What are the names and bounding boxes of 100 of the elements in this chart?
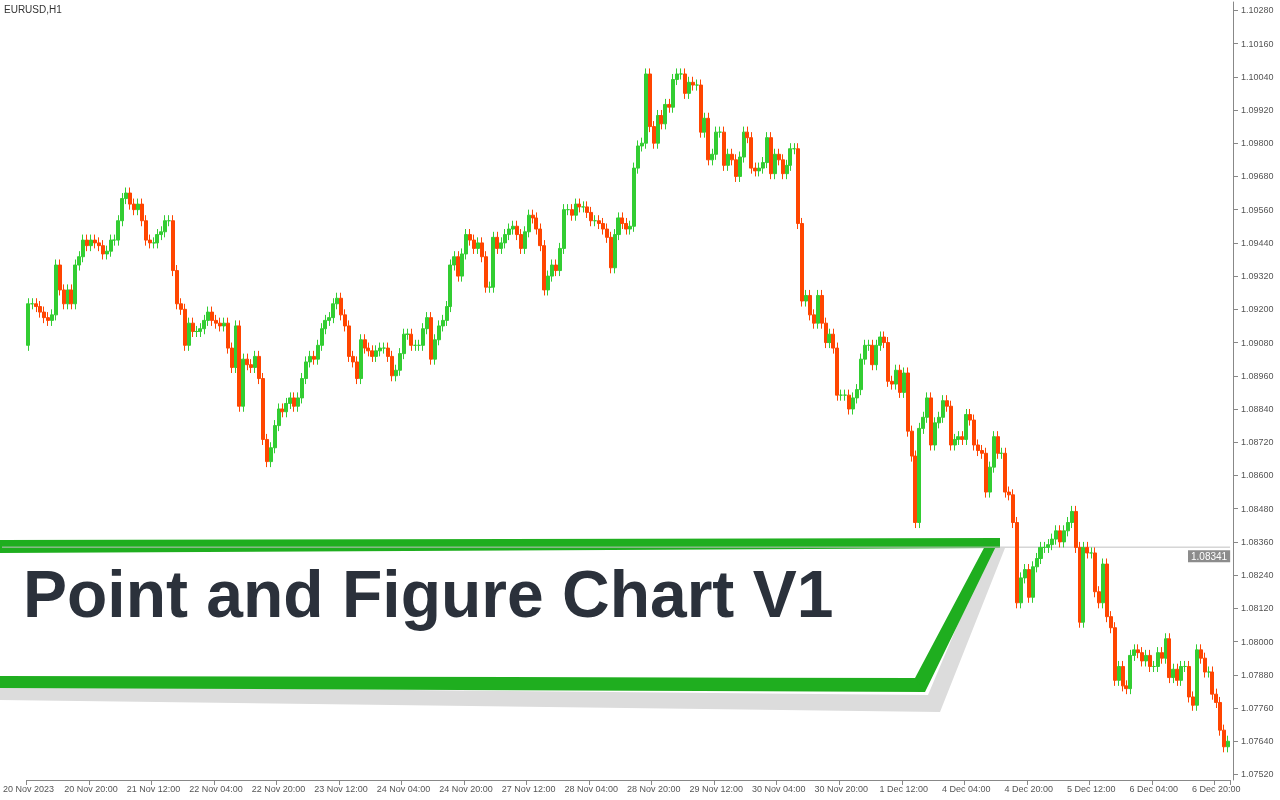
- candlestick: [93, 234, 97, 249]
- candlestick: [1144, 649, 1148, 667]
- candlestick: [249, 358, 253, 374]
- candlestick: [827, 328, 832, 349]
- y-tick-label: 1.08600: [1241, 470, 1274, 481]
- candlestick: [706, 112, 710, 166]
- candlestick: [355, 355, 359, 385]
- candlestick: [667, 98, 671, 114]
- y-tick-label: 1.09680: [1241, 171, 1274, 182]
- candlestick: [1046, 538, 1050, 554]
- x-tick-label: 21 Nov 12:00: [126, 783, 181, 794]
- x-tick-label: 22 Nov 20:00: [251, 783, 306, 794]
- candlestick: [773, 148, 777, 180]
- candlestick: [953, 433, 957, 452]
- candlestick: [699, 79, 703, 139]
- text: Point and Figure Chart V1: [23, 557, 834, 631]
- candlestick: [1195, 643, 1199, 712]
- candlestick: [136, 198, 140, 216]
- candlestick: [210, 306, 214, 327]
- x-tick-label: 5 Dec 12:00: [1067, 783, 1116, 794]
- x-tick-label: 20 Nov 20:00: [64, 783, 118, 794]
- candlestick: [964, 408, 968, 446]
- x-tick-label: 30 Nov 04:00: [751, 783, 806, 794]
- candlestick: [163, 214, 167, 238]
- candlestick: [898, 364, 902, 399]
- x-tick-label: 30 Nov 20:00: [814, 783, 868, 794]
- candlestick: [128, 187, 132, 211]
- candlestick: [456, 250, 460, 283]
- candlestick: [996, 430, 1000, 460]
- candlestick: [816, 289, 820, 330]
- candlestick: [374, 344, 378, 363]
- candlestick: [292, 391, 296, 413]
- y-tick-label: 1.09320: [1241, 271, 1274, 282]
- candlestick: [984, 447, 988, 499]
- candlestick: [495, 231, 499, 255]
- ref-line-label: 1.08341: [1191, 550, 1228, 562]
- candlestick: [1101, 558, 1105, 609]
- candlestick: [491, 231, 495, 294]
- candlestick: [933, 416, 937, 452]
- candlestick: [683, 67, 687, 100]
- candlestick: [194, 325, 199, 338]
- candlestick: [656, 109, 660, 150]
- x-tick-label: 27 Nov 12:00: [501, 783, 556, 794]
- candlestick: [781, 153, 785, 180]
- candlestick: [218, 317, 222, 332]
- x-tick-label: 20 Nov 2023: [2, 783, 54, 794]
- candlestick: [726, 148, 730, 172]
- y-tick-label: 1.08480: [1241, 503, 1274, 514]
- x-tick-label: 28 Nov 20:00: [626, 783, 681, 794]
- candlestick: [101, 239, 105, 260]
- candlestick: [769, 131, 773, 180]
- candlestick: [574, 198, 578, 222]
- candlestick: [941, 394, 945, 424]
- candlestick: [1226, 735, 1230, 753]
- x-tick-label: 4 Dec 20:00: [1004, 783, 1054, 794]
- candlestick: [26, 297, 30, 352]
- candlestick: [1089, 546, 1093, 560]
- candlestick: [1171, 663, 1175, 684]
- y-tick-label: 1.08840: [1241, 404, 1274, 414]
- candlestick: [1054, 524, 1058, 546]
- candlestick: [960, 430, 964, 446]
- candlestick: [1148, 649, 1152, 673]
- candlestick: [894, 364, 898, 391]
- x-tick-label: 24 Nov 20:00: [439, 783, 493, 794]
- y-tick-label: 1.07880: [1241, 669, 1274, 680]
- candlestick: [644, 67, 648, 150]
- x-tick-label: 22 Nov 04:00: [189, 783, 243, 794]
- candlestick: [749, 131, 753, 175]
- candlestick: [554, 258, 558, 277]
- y-tick-label: 1.07640: [1241, 736, 1274, 747]
- candlestick: [237, 319, 241, 413]
- y-tick-label: 1.09560: [1241, 204, 1274, 215]
- x-tick-label: 6 Dec 04:00: [1129, 783, 1179, 794]
- y-tick-label: 1.09200: [1241, 304, 1274, 315]
- candlestick: [109, 234, 113, 258]
- candlestick: [804, 289, 808, 308]
- candlestick: [191, 317, 195, 338]
- candlestick: [702, 112, 706, 139]
- candlestick: [511, 220, 515, 236]
- candlestick: [187, 317, 191, 352]
- candlestick: [89, 234, 93, 252]
- candlestick: [429, 311, 433, 366]
- candlestick: [69, 283, 73, 310]
- candlestick: [1085, 541, 1089, 560]
- y-tick-label: 1.08240: [1241, 570, 1274, 581]
- candlestick: [253, 350, 257, 374]
- candlestick: [870, 339, 874, 371]
- candlestick: [1081, 541, 1085, 629]
- candlestick: [1027, 563, 1031, 604]
- candlestick: [85, 234, 89, 252]
- x-tick-label: 28 Nov 04:00: [564, 783, 618, 794]
- candlestick: [1179, 660, 1183, 687]
- candlestick: [847, 389, 851, 416]
- candlestick: [659, 109, 663, 130]
- candlestick: [363, 333, 367, 355]
- candlestick: [687, 76, 691, 100]
- candlestick: [1117, 660, 1121, 687]
- candlestick: [734, 153, 738, 183]
- y-tick-label: 1.08720: [1241, 437, 1274, 448]
- y-tick-label: 1.08000: [1241, 636, 1274, 647]
